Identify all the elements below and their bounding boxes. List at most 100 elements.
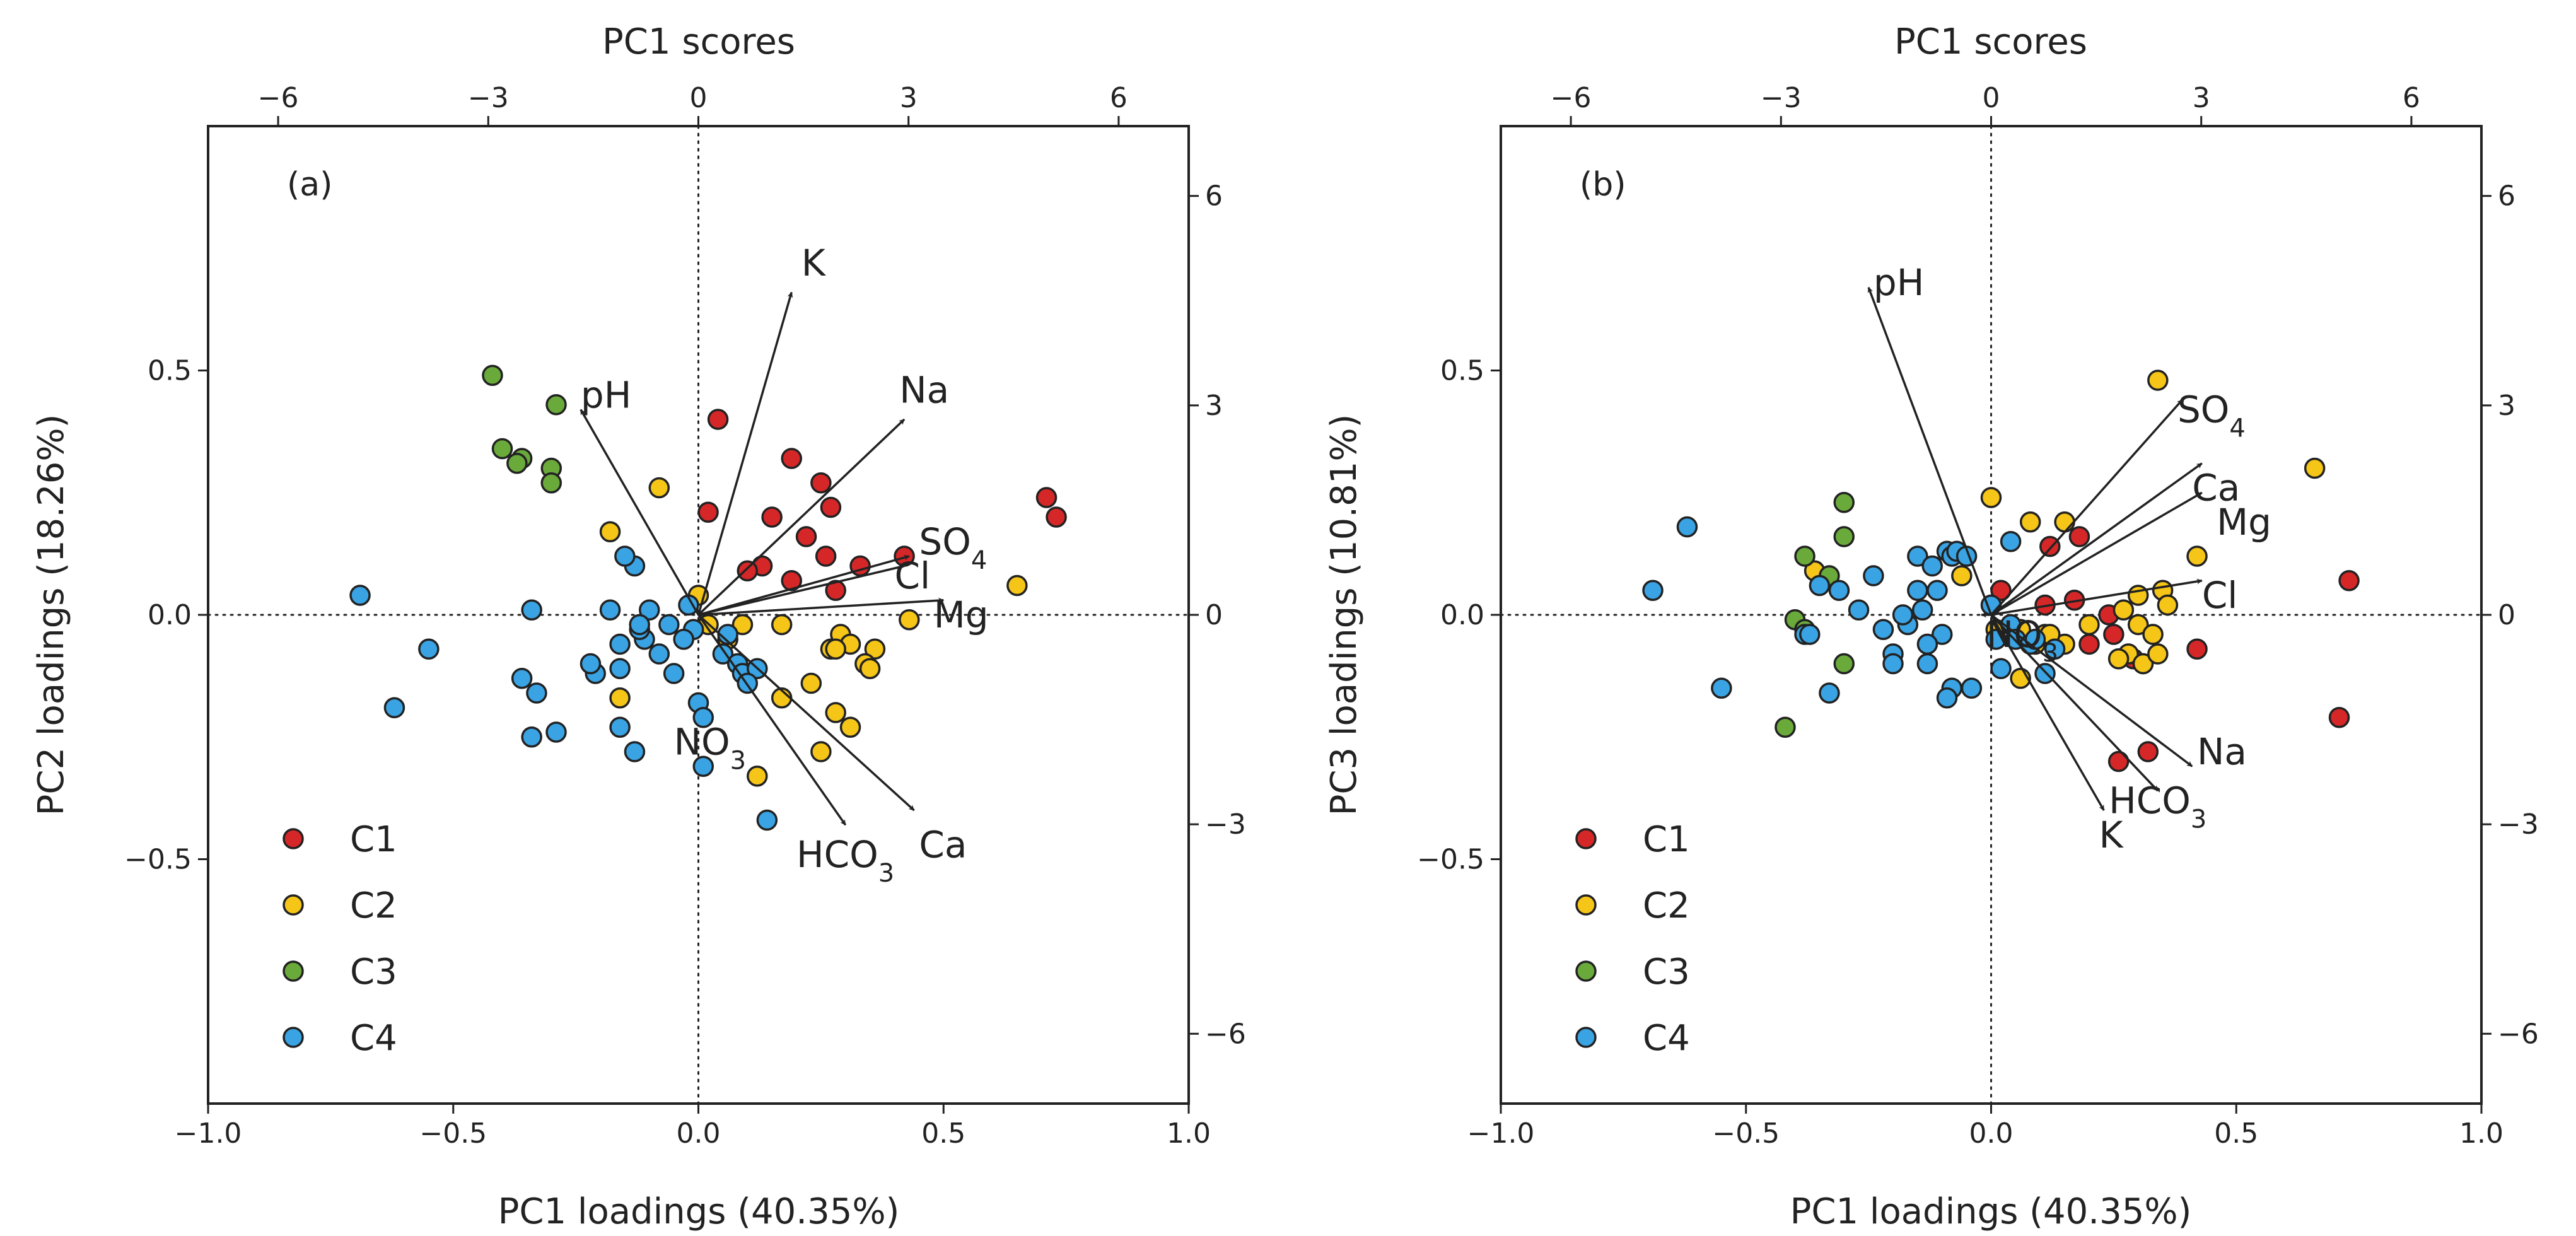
scatter-point-c2 [2019, 511, 2041, 533]
scatter-point-c1 [2107, 750, 2130, 772]
scatter-point-c4 [2000, 531, 2022, 552]
legend-marker-c2 [1575, 894, 1597, 916]
scatter-point-c4 [1892, 604, 1914, 626]
x-tick-label: −1.0 [1467, 1117, 1535, 1150]
scatter-point-c4 [692, 707, 714, 728]
top-score-tick-label: 0 [690, 82, 708, 114]
scatter-point-c2 [864, 638, 886, 660]
scatter-point-c1 [1046, 506, 1067, 528]
loading-arrow-cl [1991, 578, 2203, 616]
scatter-point-c4 [1872, 619, 1894, 640]
scatter-point-c2 [810, 741, 832, 762]
scatter-point-c3 [1833, 653, 1855, 675]
loading-arrow-so [1990, 399, 2184, 616]
scatter-point-c1 [810, 472, 832, 494]
top-score-tick-label: 3 [900, 82, 918, 114]
loading-arrow-mg [698, 597, 945, 616]
scatter-point-c2 [1006, 574, 1028, 597]
panel-b-left-axis-label: PC3 loadings (10.81%) [1324, 414, 1365, 816]
scatter-point-c4 [712, 643, 734, 665]
y-tick-label: 0.0 [1440, 599, 1484, 631]
right-score-tick-label: −3 [1205, 808, 1246, 841]
scatter-point-c4 [1799, 624, 1821, 645]
scatter-point-c2 [2054, 511, 2075, 533]
legend-label-c2: C2 [350, 885, 397, 926]
x-tick-label: −0.5 [1712, 1117, 1780, 1150]
panel-a-frame [207, 125, 1190, 1105]
scatter-point-c4 [1819, 682, 1840, 704]
scatter-point-c4 [511, 668, 533, 689]
scatter-point-c1 [825, 580, 846, 601]
scatter-point-c2 [599, 521, 621, 542]
scatter-point-c1 [697, 501, 719, 523]
scatter-point-c1 [815, 545, 837, 567]
loading-arrow-ca [697, 614, 915, 812]
scatter-point-c2 [1951, 565, 1973, 586]
scatter-point-c2 [2128, 585, 2149, 606]
loading-label-cl: Cl [895, 554, 931, 597]
scatter-point-c4 [1711, 677, 1732, 699]
scatter-point-c4 [756, 809, 778, 831]
right-score-tick-label: 0 [1205, 599, 1223, 631]
x-tick-label: 0.0 [1969, 1117, 2014, 1150]
scatter-point-c4 [1907, 545, 1928, 567]
loading-label-mg: Mg [934, 593, 989, 636]
scatter-point-c4 [658, 614, 680, 636]
scatter-point-c4 [1882, 653, 1904, 675]
top-score-tick-label: 6 [1110, 82, 1128, 114]
scatter-point-c4 [629, 614, 650, 636]
scatter-point-c1 [761, 506, 783, 528]
scatter-point-c2 [731, 614, 754, 636]
panel-a-legend: C1 C2 C3 C4 [283, 819, 397, 1059]
loading-label-ca: Ca [919, 823, 967, 866]
scatter-point-c2 [648, 477, 670, 499]
scatter-point-c4 [580, 653, 602, 675]
scatter-point-c4 [1926, 580, 1948, 601]
x-tick-label: 1.0 [2459, 1117, 2503, 1150]
loading-label-no: NO3 [674, 721, 747, 776]
scatter-point-c2 [2147, 370, 2169, 391]
scatter-point-c2 [859, 658, 881, 679]
scatter-point-c4 [1828, 580, 1850, 601]
loading-label-ph: pH [1874, 261, 1924, 304]
scatter-point-c2 [2142, 624, 2164, 645]
loading-label-k: K [801, 242, 827, 284]
scatter-point-c1 [2137, 741, 2159, 762]
loading-arrow-ph [1867, 286, 1993, 615]
scatter-point-c1 [820, 496, 842, 518]
scatter-point-c4 [1990, 658, 2012, 679]
scatter-point-c1 [781, 448, 802, 469]
panel-a-points [349, 364, 1067, 831]
legend-label-c4: C4 [1643, 1018, 1690, 1059]
scatter-point-c1 [707, 409, 729, 430]
y-tick-label: 0.0 [148, 599, 192, 631]
y-tick-label: −0.5 [124, 844, 192, 876]
scatter-point-c2 [2147, 643, 2169, 665]
scatter-point-c4 [418, 638, 440, 660]
scatter-point-c2 [2107, 648, 2130, 670]
loading-label-no: NO3 [1986, 613, 2059, 668]
scatter-point-c4 [521, 726, 542, 748]
loading-arrow-hco [697, 614, 847, 826]
panel-b-points [1642, 370, 2360, 772]
right-score-tick-label: −6 [2498, 1018, 2539, 1050]
loading-arrow-so [698, 554, 910, 616]
panel-a-loading-arrows [580, 291, 945, 826]
loading-arrow-k [697, 291, 793, 615]
scatter-point-c1 [2068, 526, 2090, 547]
scatter-point-c4 [1676, 516, 1698, 538]
scatter-point-c4 [1932, 624, 1953, 645]
scatter-point-c4 [1936, 687, 1958, 709]
loading-arrow-ph [580, 409, 700, 615]
scatter-point-c4 [349, 585, 371, 606]
scatter-point-c4 [673, 629, 694, 650]
scatter-point-c2 [2132, 653, 2154, 675]
scatter-point-c3 [545, 394, 567, 416]
right-score-tick-label: −6 [1205, 1018, 1246, 1050]
top-score-tick-label: 6 [2403, 82, 2420, 114]
legend-marker-c4 [283, 1027, 304, 1048]
top-score-tick-label: 3 [2193, 82, 2210, 114]
scatter-point-c3 [540, 472, 562, 494]
legend-label-c2: C2 [1643, 885, 1690, 926]
